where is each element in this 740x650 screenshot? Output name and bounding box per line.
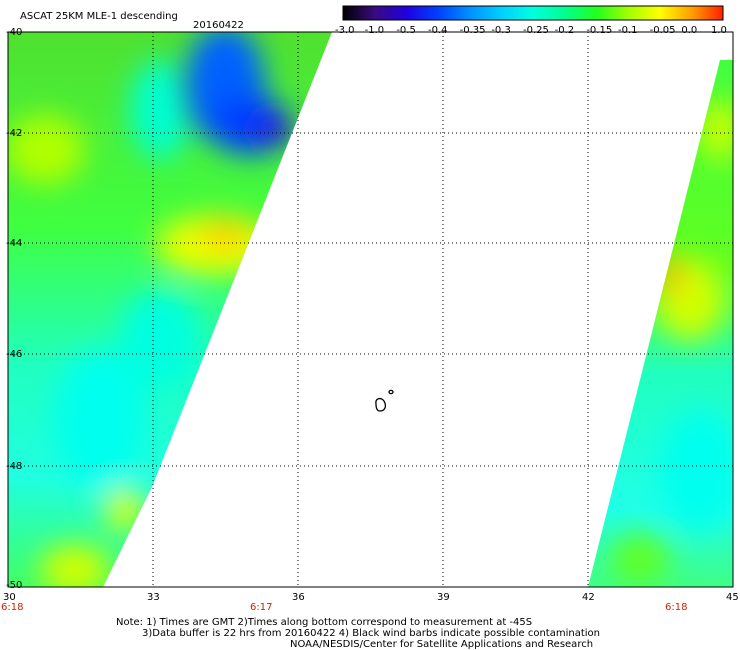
map-grid bbox=[8, 32, 733, 587]
colorbar-label: -0.35 bbox=[459, 25, 486, 36]
plot-frame bbox=[7, 31, 734, 588]
lon-label: 42 bbox=[582, 592, 595, 603]
colorbar-label: -0.25 bbox=[523, 25, 549, 36]
colorbar-label: -0.1 bbox=[618, 25, 638, 36]
footer-note-3: NOAA/NESDIS/Center for Satellite Applica… bbox=[290, 639, 594, 650]
colorbar-label: -0.3 bbox=[491, 25, 511, 36]
colorbar-label: -0.05 bbox=[649, 25, 676, 36]
map-title: ASCAT 25KM MLE-1 descending bbox=[20, 11, 178, 22]
time-label-left: 6:18 bbox=[1, 602, 24, 613]
footer-note-1: Note: 1) Times are GMT 2)Times along bot… bbox=[116, 617, 533, 628]
lat-label: -46 bbox=[6, 349, 23, 360]
map-date: 20160422 bbox=[193, 20, 244, 31]
colorbar-label: -0.15 bbox=[586, 25, 613, 36]
lon-label: 30 bbox=[3, 592, 16, 603]
lat-label: -48 bbox=[6, 461, 23, 472]
right-swath bbox=[588, 60, 733, 587]
colorbar-label: -0.5 bbox=[396, 25, 416, 36]
time-label-middle: 6:17 bbox=[250, 602, 273, 613]
colorbar-gradient bbox=[342, 5, 724, 21]
colorbar-label: 1.0 bbox=[711, 25, 727, 36]
colorbar-label: -1.0 bbox=[364, 25, 385, 36]
lat-label: -40 bbox=[6, 27, 23, 38]
lat-label: -44 bbox=[6, 238, 23, 249]
colorbar bbox=[342, 5, 724, 21]
colorbar-label: -0.2 bbox=[554, 25, 575, 36]
footer-note-2: 3)Data buffer is 22 hrs from 20160422 4)… bbox=[142, 628, 600, 639]
colorbar-label: -0.4 bbox=[428, 25, 448, 36]
lon-label: 33 bbox=[147, 592, 160, 603]
left-swath bbox=[8, 32, 332, 587]
lon-label: 36 bbox=[292, 592, 305, 603]
lon-label: 39 bbox=[437, 592, 450, 603]
island-outlines bbox=[375, 389, 394, 412]
time-label-right: 6:18 bbox=[665, 602, 688, 613]
lon-label: 45 bbox=[726, 592, 739, 603]
lat-label: -50 bbox=[6, 580, 23, 591]
colorbar-label: -3.0 bbox=[335, 25, 355, 36]
colorbar-label: 0.0 bbox=[681, 25, 698, 36]
lat-label: -42 bbox=[6, 128, 23, 139]
